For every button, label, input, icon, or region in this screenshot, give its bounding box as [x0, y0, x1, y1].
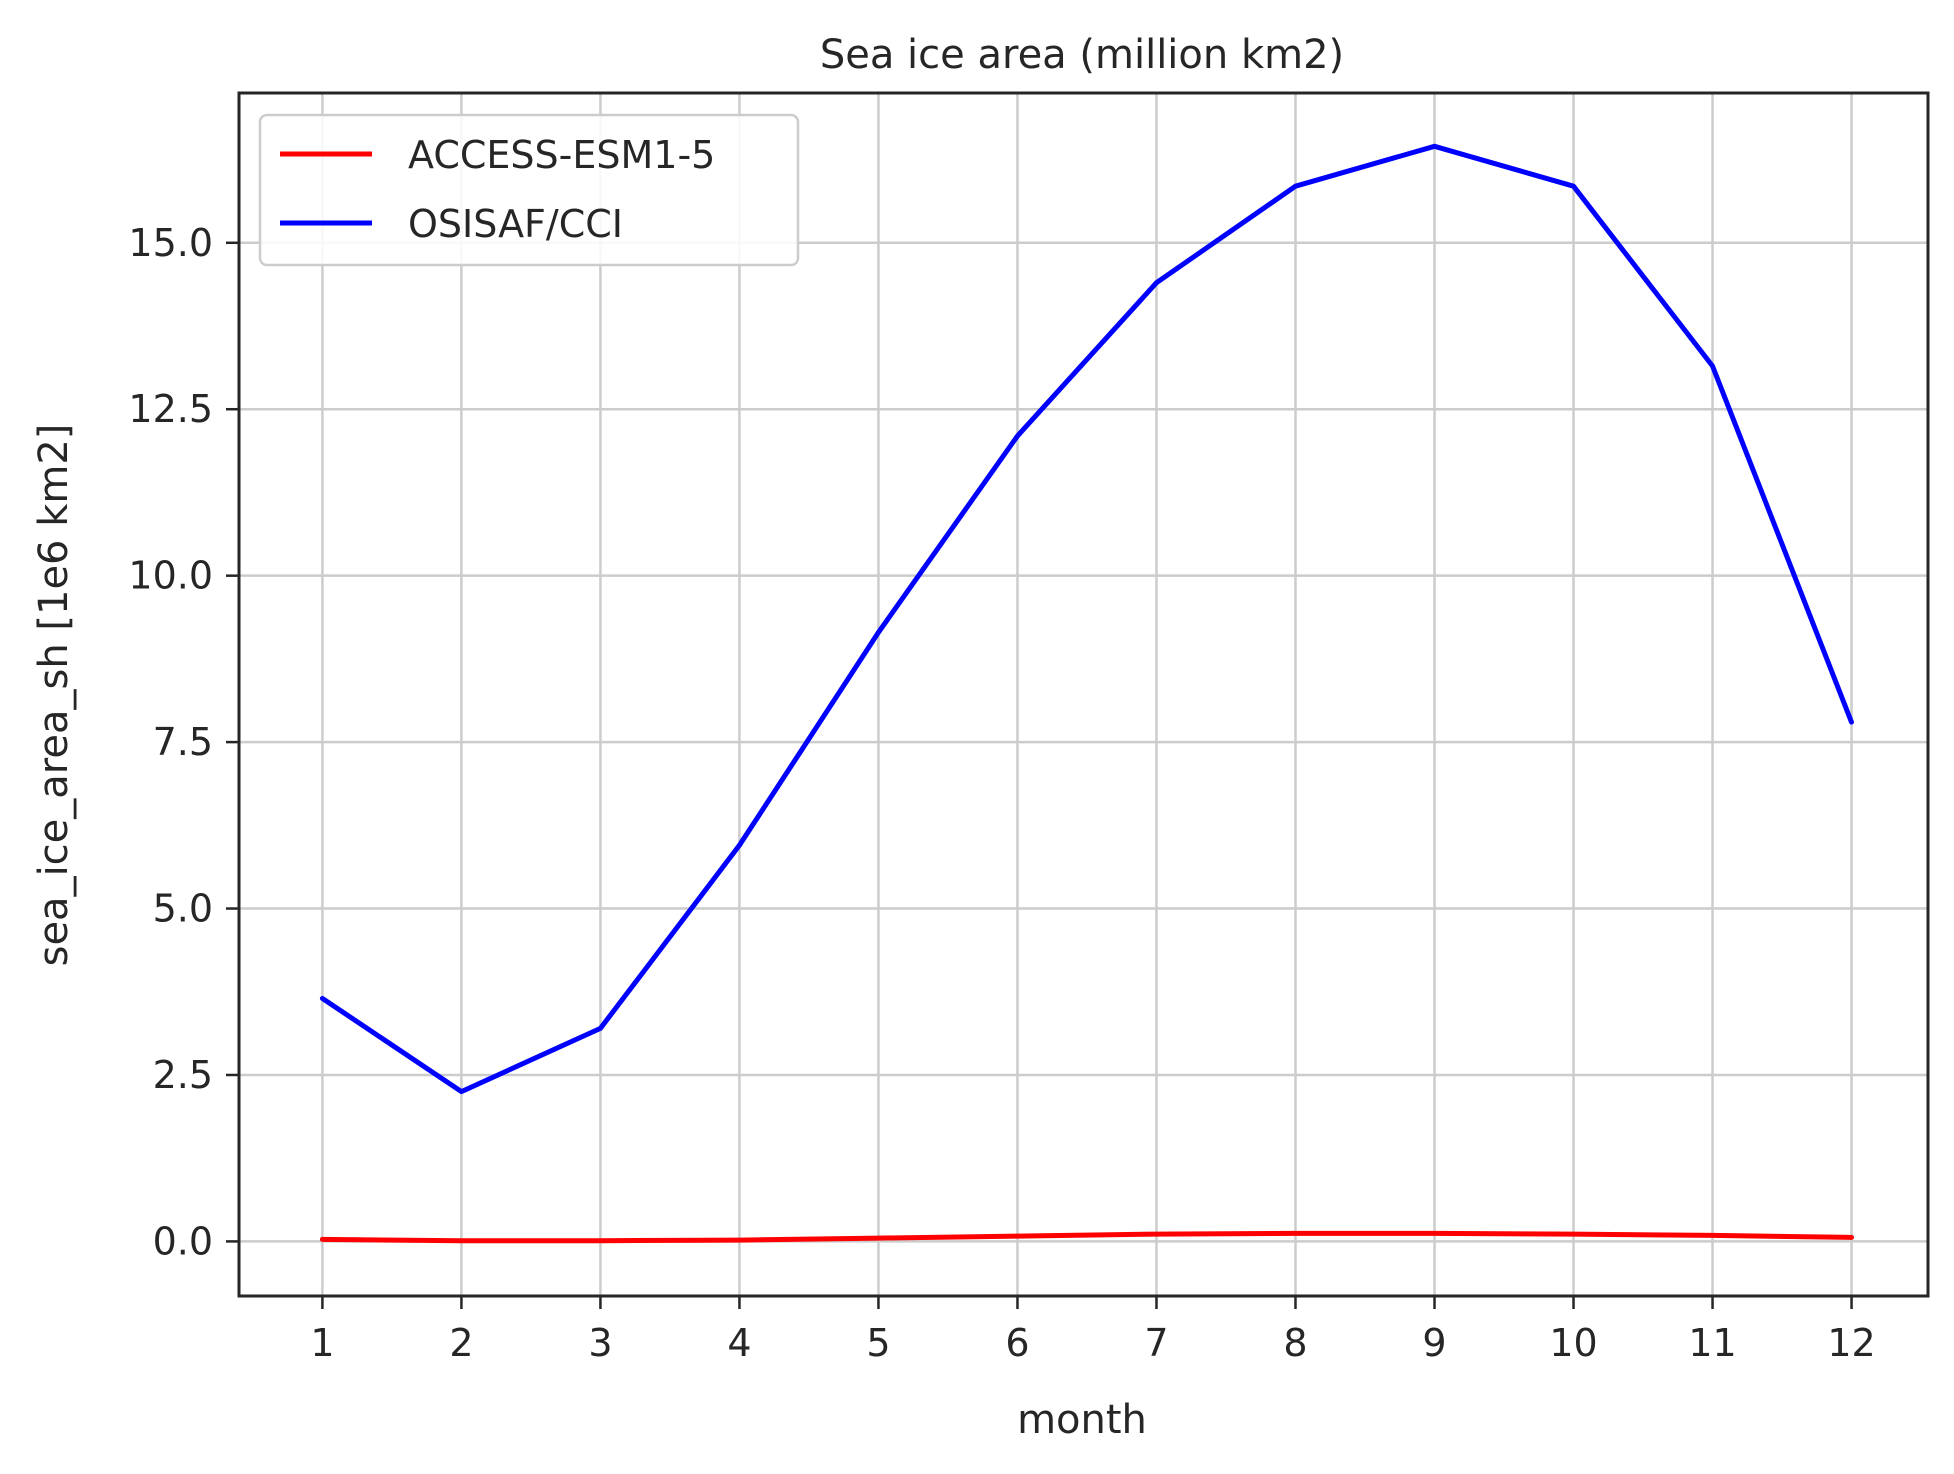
series-line: [319, 143, 1854, 1095]
y-tick-label: 2.5: [153, 1053, 213, 1097]
grid: [239, 93, 1928, 1296]
x-tick-label: 1: [310, 1321, 334, 1365]
ticks: 1 2 3 4 5 6 7 8 9 10 11 120.02.55.07.510.012.515.0: [128, 221, 1875, 1365]
x-axis-label: month: [1017, 1397, 1147, 1443]
legend: ACCESS-ESM1-5 OSISAF/CCI: [258, 113, 800, 267]
y-tick-label: 12.5: [128, 387, 213, 431]
y-tick-label: 0.0: [153, 1219, 213, 1263]
x-tick-label: 4: [727, 1321, 751, 1365]
x-tick-label: 10: [1549, 1321, 1597, 1365]
series-layer: [319, 143, 1854, 1244]
legend-frame: [258, 113, 800, 267]
x-tick-label: 11: [1688, 1321, 1736, 1365]
legend-label: OSISAF/CCI: [408, 202, 623, 246]
chart-title: Sea ice area (million km2): [820, 32, 1344, 78]
legend-label: ACCESS-ESM1-5: [408, 133, 715, 177]
y-tick-label: 15.0: [128, 221, 213, 265]
x-tick-label: 8: [1283, 1321, 1307, 1365]
x-tick-label: 12: [1827, 1321, 1875, 1365]
x-tick-label: 9: [1422, 1321, 1446, 1365]
plot-frame: [237, 91, 1930, 1298]
y-tick-label: 5.0: [153, 887, 213, 931]
y-tick-label: 7.5: [153, 720, 213, 764]
x-tick-label: 6: [1005, 1321, 1029, 1365]
series-line: [319, 1230, 1854, 1244]
x-tick-label: 5: [866, 1321, 890, 1365]
y-axis-label: sea_ice_area_sh [1e6 km2]: [31, 424, 77, 967]
x-tick-label: 2: [449, 1321, 473, 1365]
x-tick-label: 3: [588, 1321, 612, 1365]
y-tick-label: 10.0: [128, 554, 213, 598]
x-tick-label: 7: [1144, 1321, 1168, 1365]
